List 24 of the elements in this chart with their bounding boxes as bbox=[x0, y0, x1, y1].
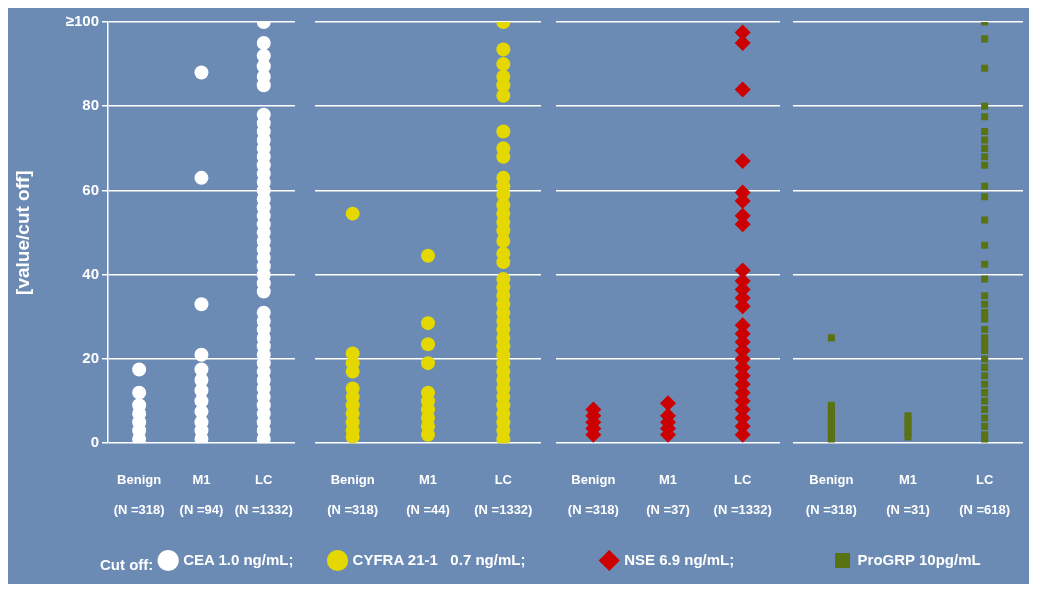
y-tick-label: 60 bbox=[82, 180, 99, 198]
x-tick-label: LC (N =1332) bbox=[713, 471, 772, 517]
x-tick-label: M1 (N =37) bbox=[646, 471, 690, 517]
x-tick-label: Benign (N =318) bbox=[327, 471, 379, 517]
x-tick-label: M1 (N =94) bbox=[179, 471, 224, 517]
y-axis-title: [value/cut off] bbox=[11, 170, 33, 295]
y-tick-label: 80 bbox=[82, 96, 99, 114]
y-tick-label: 0 bbox=[90, 433, 99, 451]
x-tick-label: LC (N =1332) bbox=[234, 471, 293, 517]
legend-label: CYFRA 21-1 0.7 ng/mL; bbox=[352, 550, 526, 568]
x-tick-label: LC (N =618) bbox=[959, 471, 1011, 517]
y-tick-label: 40 bbox=[82, 264, 99, 282]
y-tick-label: 20 bbox=[82, 349, 99, 367]
legend-title: Cut off: bbox=[100, 556, 154, 573]
legend-label: NSE 6.9 ng/mL; bbox=[624, 550, 735, 568]
x-tick-label: Benign (N =318) bbox=[567, 471, 619, 517]
y-tick-label: ≥100 bbox=[65, 12, 99, 30]
x-tick-label: Benign (N =318) bbox=[113, 471, 165, 517]
x-tick-label: M1 (N =31) bbox=[886, 471, 930, 517]
legend-label: ProGRP 10pg/mL bbox=[857, 550, 981, 568]
x-tick-label: LC (N =1332) bbox=[474, 471, 533, 517]
x-tick-label: M1 (N =44) bbox=[406, 471, 450, 517]
x-tick-label: Benign (N =318) bbox=[805, 471, 857, 517]
legend-label: CEA 1.0 ng/mL; bbox=[183, 550, 294, 568]
